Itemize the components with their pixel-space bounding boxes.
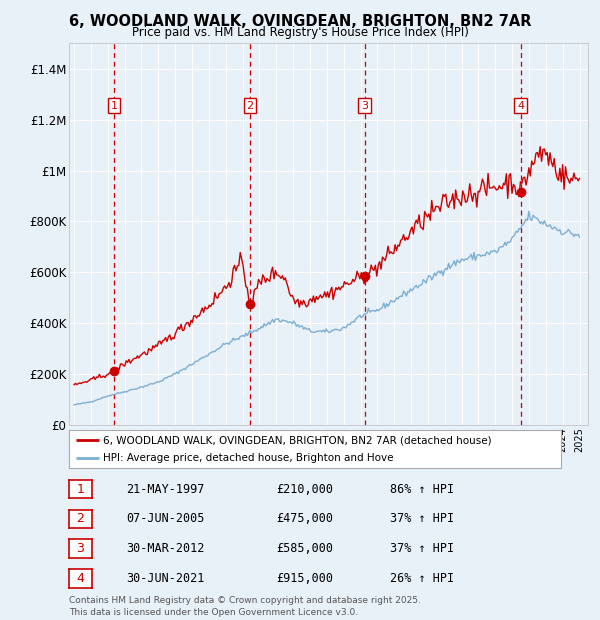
Text: 2: 2 [247, 100, 254, 111]
Text: 6, WOODLAND WALK, OVINGDEAN, BRIGHTON, BN2 7AR (detached house): 6, WOODLAND WALK, OVINGDEAN, BRIGHTON, B… [103, 435, 492, 445]
Text: 4: 4 [517, 100, 524, 111]
Text: 1: 1 [76, 483, 85, 495]
Text: 3: 3 [361, 100, 368, 111]
Text: 86% ↑ HPI: 86% ↑ HPI [390, 483, 454, 495]
Text: 21-MAY-1997: 21-MAY-1997 [126, 483, 205, 495]
Text: HPI: Average price, detached house, Brighton and Hove: HPI: Average price, detached house, Brig… [103, 453, 394, 463]
Text: 37% ↑ HPI: 37% ↑ HPI [390, 513, 454, 525]
Text: £915,000: £915,000 [276, 572, 333, 585]
Text: 07-JUN-2005: 07-JUN-2005 [126, 513, 205, 525]
Text: £475,000: £475,000 [276, 513, 333, 525]
Text: 4: 4 [76, 572, 85, 585]
Text: 37% ↑ HPI: 37% ↑ HPI [390, 542, 454, 555]
Text: 26% ↑ HPI: 26% ↑ HPI [390, 572, 454, 585]
Text: £210,000: £210,000 [276, 483, 333, 495]
Text: 30-MAR-2012: 30-MAR-2012 [126, 542, 205, 555]
Text: 1: 1 [110, 100, 118, 111]
Text: 30-JUN-2021: 30-JUN-2021 [126, 572, 205, 585]
Text: 3: 3 [76, 542, 85, 555]
Text: £585,000: £585,000 [276, 542, 333, 555]
Text: Price paid vs. HM Land Registry's House Price Index (HPI): Price paid vs. HM Land Registry's House … [131, 26, 469, 39]
Text: 2: 2 [76, 513, 85, 525]
Text: Contains HM Land Registry data © Crown copyright and database right 2025.
This d: Contains HM Land Registry data © Crown c… [69, 596, 421, 618]
Text: 6, WOODLAND WALK, OVINGDEAN, BRIGHTON, BN2 7AR: 6, WOODLAND WALK, OVINGDEAN, BRIGHTON, B… [69, 14, 531, 29]
